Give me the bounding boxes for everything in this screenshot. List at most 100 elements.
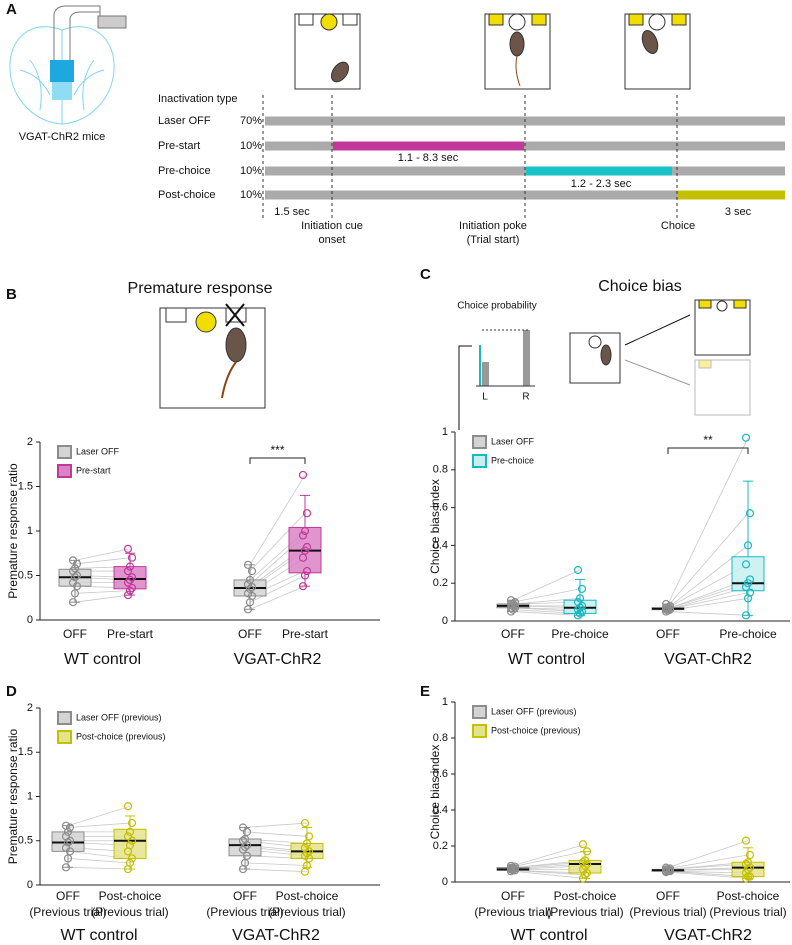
paired-line <box>249 575 306 603</box>
data-point <box>661 599 671 609</box>
data-point <box>300 818 310 828</box>
event-label: (Trial start) <box>467 234 520 246</box>
data-point <box>304 832 314 841</box>
group-label: VGAT-ChR2 <box>664 927 752 944</box>
paired-line <box>67 822 131 828</box>
panel-label: E <box>420 683 430 700</box>
x-tick-label: Pre-choice <box>551 627 609 641</box>
event-label: Initiation poke <box>459 220 527 232</box>
data-point <box>247 566 257 576</box>
panel-label: C <box>420 266 431 283</box>
data-point <box>302 861 312 870</box>
panel-label: B <box>6 286 17 303</box>
y-axis-label: Premature response ratio <box>6 463 20 599</box>
data-point <box>243 560 253 569</box>
paired-line <box>667 854 749 869</box>
legend-label: Laser OFF <box>76 446 120 456</box>
duration: 1.1 - 8.3 sec <box>398 152 459 164</box>
data-point <box>123 544 133 553</box>
y-tick-label: 0 <box>27 614 33 626</box>
mouse-label: VGAT-ChR2 mice <box>19 131 106 143</box>
paired-line <box>667 611 749 616</box>
data-point <box>127 854 137 863</box>
legend-swatch <box>57 730 72 744</box>
data-point <box>240 858 250 867</box>
data-point <box>61 863 71 872</box>
paired-line <box>244 868 308 873</box>
paired-line <box>249 474 306 566</box>
data-point <box>65 823 75 832</box>
duration: 1.5 sec <box>274 206 310 218</box>
y-tick-label: 1 <box>27 790 33 802</box>
y-tick-label: 0.5 <box>18 569 33 581</box>
paired-line <box>67 866 131 870</box>
data-point <box>298 531 308 540</box>
data-point <box>127 818 137 828</box>
paired-line <box>512 870 586 879</box>
inset-title: Choice probability <box>457 301 537 312</box>
group-label: WT control <box>64 651 141 668</box>
x-tick-label: OFF <box>656 627 680 641</box>
x-tick-note: (Previous trial) <box>206 905 283 919</box>
data-point <box>510 862 520 871</box>
data-point <box>242 851 252 860</box>
data-point <box>580 856 590 865</box>
panel-label: D <box>6 683 17 700</box>
y-tick-label: 1 <box>27 525 33 537</box>
x-tick-note: (Previous trial) <box>709 905 786 919</box>
data-point <box>298 582 308 591</box>
group-label: WT control <box>508 651 585 668</box>
data-point <box>577 584 587 593</box>
legend-swatch <box>472 705 487 719</box>
event-label: onset <box>319 234 346 246</box>
data-point <box>665 601 675 610</box>
data-point <box>68 598 78 607</box>
choice-illustration <box>458 299 751 430</box>
legend-swatch <box>57 464 72 478</box>
y-tick-label: 0.8 <box>433 464 448 476</box>
paired-line <box>74 557 131 565</box>
event-label: Initiation cue <box>301 220 363 232</box>
data-point <box>506 596 516 605</box>
data-point <box>580 870 590 879</box>
paired-line <box>244 831 308 837</box>
legend-swatch <box>472 435 487 449</box>
event-label: Choice <box>661 220 695 232</box>
task-illustrations <box>294 13 691 90</box>
data-point <box>302 542 312 552</box>
data-point <box>745 588 755 597</box>
data-point <box>127 553 137 562</box>
data-point <box>63 854 73 863</box>
paired-line <box>667 871 749 879</box>
row-name: Laser OFF <box>158 115 211 127</box>
x-tick-note: (Previous trial) <box>268 905 345 919</box>
y-axis-label: Choice bias index <box>428 745 442 840</box>
inset-category: L <box>482 392 488 403</box>
paired-line <box>512 569 581 601</box>
data-point <box>68 556 78 565</box>
data-point <box>661 863 671 872</box>
row-share: 10% <box>240 165 262 177</box>
data-point <box>300 571 310 580</box>
data-point <box>123 802 133 811</box>
data-point <box>741 560 751 569</box>
paired-line <box>512 843 586 867</box>
paired-line <box>667 437 749 605</box>
panel-label: A <box>6 1 17 18</box>
significance-bracket <box>667 447 749 454</box>
x-tick-label: Post-choice <box>276 889 339 903</box>
data-point <box>68 578 78 587</box>
data-point <box>573 565 583 575</box>
data-point <box>741 611 751 620</box>
box <box>731 861 765 878</box>
data-point <box>125 827 135 837</box>
data-point <box>578 840 588 849</box>
data-point <box>582 847 592 856</box>
x-tick-label: OFF <box>656 889 680 903</box>
data-point <box>743 858 753 867</box>
legend-label: Post-choice (previous) <box>491 725 581 735</box>
paired-line <box>249 585 306 610</box>
x-tick-note: (Previous trial) <box>29 905 106 919</box>
x-tick-note: (Previous trial) <box>91 905 168 919</box>
legend-label: Post-choice (previous) <box>76 731 166 741</box>
